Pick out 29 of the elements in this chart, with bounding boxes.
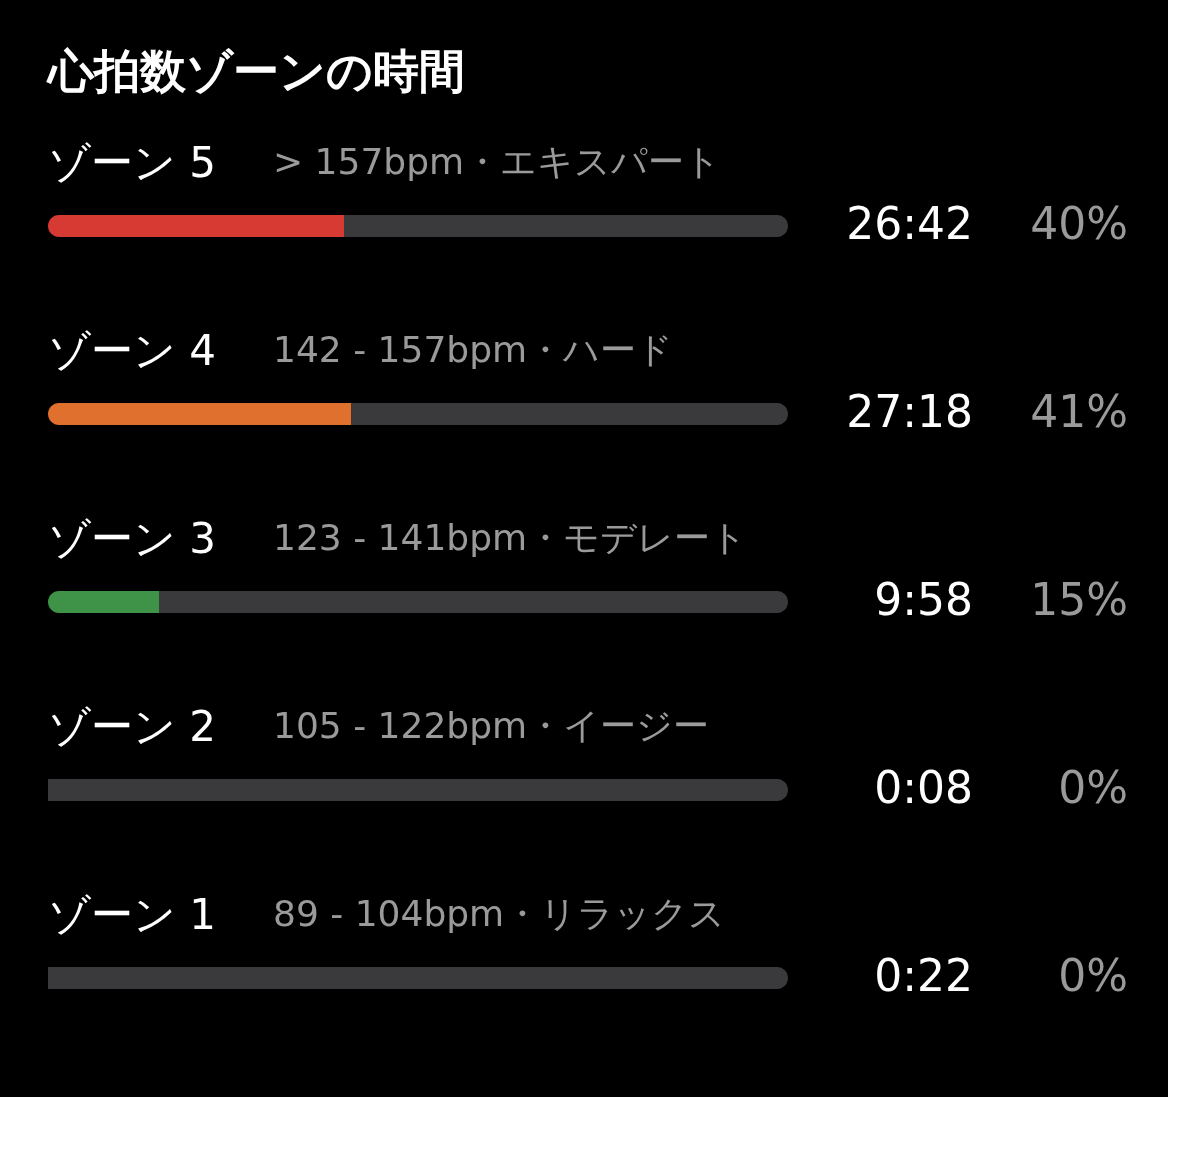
annotation: 89 - 104bpm・リラックス <box>273 893 726 934</box>
y-tick-label: ゾーン 5 <box>48 138 217 187</box>
text: 26:42 <box>846 198 973 249</box>
data-label: 41% <box>1030 386 1128 437</box>
data-label: 15% <box>1030 574 1128 625</box>
annotation: > 157bpm・エキスパート <box>273 141 722 182</box>
data-label: 0% <box>1058 762 1128 813</box>
annotation: 142 - 157bpm・ハード <box>273 329 674 370</box>
y-tick-label: ゾーン 4 <box>48 326 217 375</box>
bar <box>48 403 352 425</box>
bar <box>48 591 159 613</box>
chart-title: 心拍数ゾーンの時間 <box>46 44 465 98</box>
text: 0:08 <box>874 762 973 813</box>
data-label: 40% <box>1030 198 1128 249</box>
bar <box>48 779 788 801</box>
annotation: 105 - 122bpm・イージー <box>273 705 710 746</box>
y-tick-label: ゾーン 1 <box>48 890 217 939</box>
text: 0:22 <box>874 950 973 1001</box>
bar <box>351 403 788 425</box>
bar <box>48 967 788 989</box>
text: 27:18 <box>846 386 973 437</box>
y-tick-label: ゾーン 3 <box>48 514 217 563</box>
bar <box>159 591 788 613</box>
text: 9:58 <box>874 574 973 625</box>
bar <box>48 215 344 237</box>
annotation: 123 - 141bpm・モデレート <box>273 517 748 558</box>
bar <box>344 215 788 237</box>
y-tick-label: ゾーン 2 <box>48 702 217 751</box>
data-label: 0% <box>1058 950 1128 1001</box>
